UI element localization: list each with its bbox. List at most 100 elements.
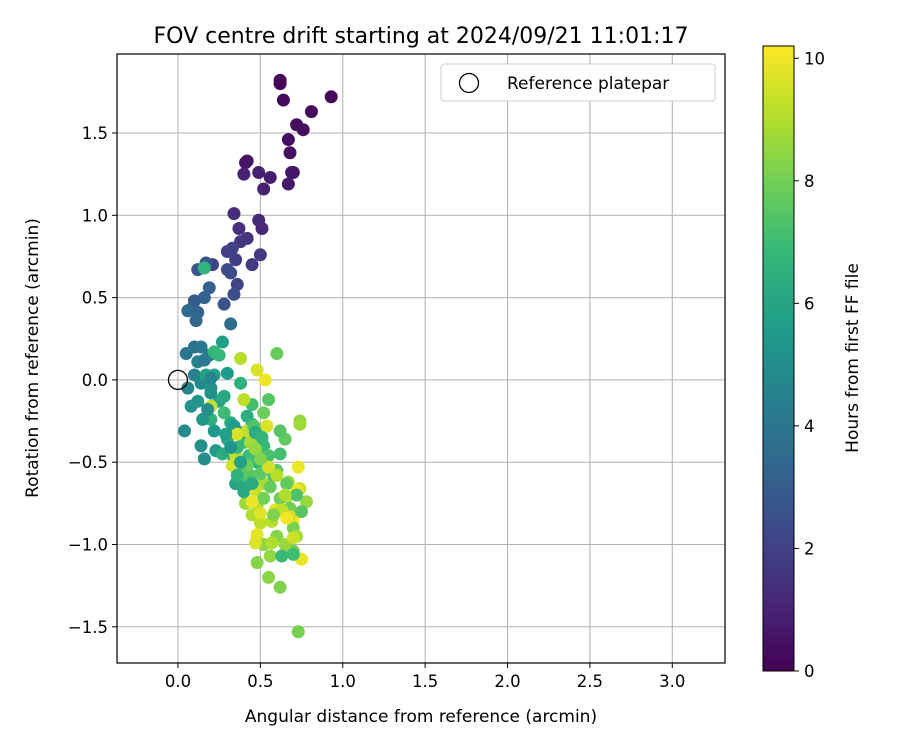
data-point [250, 528, 264, 542]
data-point [217, 389, 231, 403]
x-tick-label: 0.0 [165, 672, 191, 691]
data-point [212, 348, 226, 362]
data-point [276, 93, 290, 107]
data-point [273, 580, 287, 594]
data-point [181, 381, 195, 395]
data-point [207, 424, 221, 438]
data-point [252, 213, 266, 227]
data-point [220, 366, 234, 380]
colorbar-tick-label: 2 [804, 539, 815, 558]
data-point [217, 406, 231, 420]
data-point [220, 263, 234, 277]
y-tick-label: 0.5 [82, 289, 108, 308]
plot-frame [116, 53, 726, 664]
data-point [215, 335, 229, 349]
data-point [286, 531, 300, 545]
data-point [258, 373, 272, 387]
data-point [245, 495, 259, 509]
y-tick-label: 1.5 [82, 124, 108, 143]
data-point [267, 508, 281, 522]
data-point [237, 167, 251, 181]
x-tick-label: 1.5 [412, 672, 438, 691]
data-point [262, 393, 276, 407]
data-point [253, 516, 267, 530]
data-point [299, 495, 313, 509]
data-point [197, 353, 211, 367]
data-point [181, 304, 195, 318]
y-tick-label: −1.5 [68, 618, 108, 637]
data-point [286, 166, 300, 180]
data-point [263, 480, 277, 494]
x-tick-label: 1.0 [330, 672, 356, 691]
x-axis-label: Angular distance from reference (arcmin) [245, 707, 597, 727]
data-point [191, 394, 205, 408]
colorbar-tick-label: 0 [804, 662, 815, 681]
data-point [270, 468, 284, 482]
data-point [283, 146, 297, 160]
data-point [296, 123, 310, 137]
data-point [273, 77, 287, 91]
data-point [275, 549, 289, 563]
data-point [252, 166, 266, 180]
data-point [237, 393, 251, 407]
data-point [219, 427, 233, 441]
data-point [217, 297, 231, 311]
data-point [263, 170, 277, 184]
data-point [280, 511, 294, 525]
data-point [291, 625, 305, 639]
data-point [291, 460, 305, 474]
data-point [179, 347, 193, 361]
data-point [230, 468, 244, 482]
data-point [250, 556, 264, 570]
data-point [304, 105, 318, 119]
data-point [263, 549, 277, 563]
y-axis-ticks: −1.5 −1.0 −0.5 0.0 0.5 1.0 1.5 [68, 124, 117, 637]
data-point [224, 440, 238, 454]
legend-entry-reference-platepar: Reference platepar [507, 74, 669, 94]
data-points [178, 73, 338, 639]
data-point [253, 506, 267, 520]
data-point [234, 352, 248, 365]
data-point [234, 455, 248, 469]
x-tick-label: 2.5 [577, 672, 603, 691]
data-point [230, 277, 244, 291]
data-point [239, 156, 253, 170]
y-axis-label: Rotation from reference (arcmin) [23, 218, 43, 498]
data-point [295, 505, 309, 519]
data-point [257, 406, 271, 420]
colorbar-ticks: 0 2 4 6 8 10 [794, 49, 825, 681]
data-point [204, 371, 218, 385]
colorbar-bar [762, 45, 795, 672]
data-point [225, 241, 239, 255]
chart-title: FOV centre drift starting at 2024/09/21 … [154, 24, 689, 49]
colorbar-tick-label: 8 [804, 172, 815, 191]
data-point [234, 376, 248, 390]
x-tick-label: 0.5 [247, 672, 273, 691]
data-point [257, 182, 271, 196]
data-point [293, 417, 307, 431]
y-tick-label: 0.0 [82, 371, 108, 390]
data-point [290, 488, 304, 502]
data-point [262, 570, 276, 584]
data-point [278, 488, 292, 502]
data-point [245, 258, 259, 272]
colorbar-tick-label: 4 [804, 417, 815, 436]
data-point [197, 452, 211, 466]
data-point [324, 90, 338, 104]
x-axis-ticks: 0.0 0.5 1.0 1.5 2.0 2.5 3.0 [165, 663, 685, 691]
colorbar: 0 2 4 6 8 10 Hours from first FF file [762, 45, 863, 681]
data-point [286, 547, 300, 561]
data-point [270, 347, 284, 361]
legend-box [440, 63, 716, 102]
x-tick-label: 2.0 [494, 672, 520, 691]
data-point [281, 133, 295, 147]
data-point [273, 424, 287, 438]
y-tick-label: −1.0 [68, 535, 108, 554]
data-point [273, 447, 287, 461]
data-point [245, 477, 259, 491]
data-point [197, 291, 211, 305]
data-point [204, 386, 218, 400]
colorbar-label: Hours from first FF file [843, 263, 863, 453]
data-point [281, 177, 295, 191]
